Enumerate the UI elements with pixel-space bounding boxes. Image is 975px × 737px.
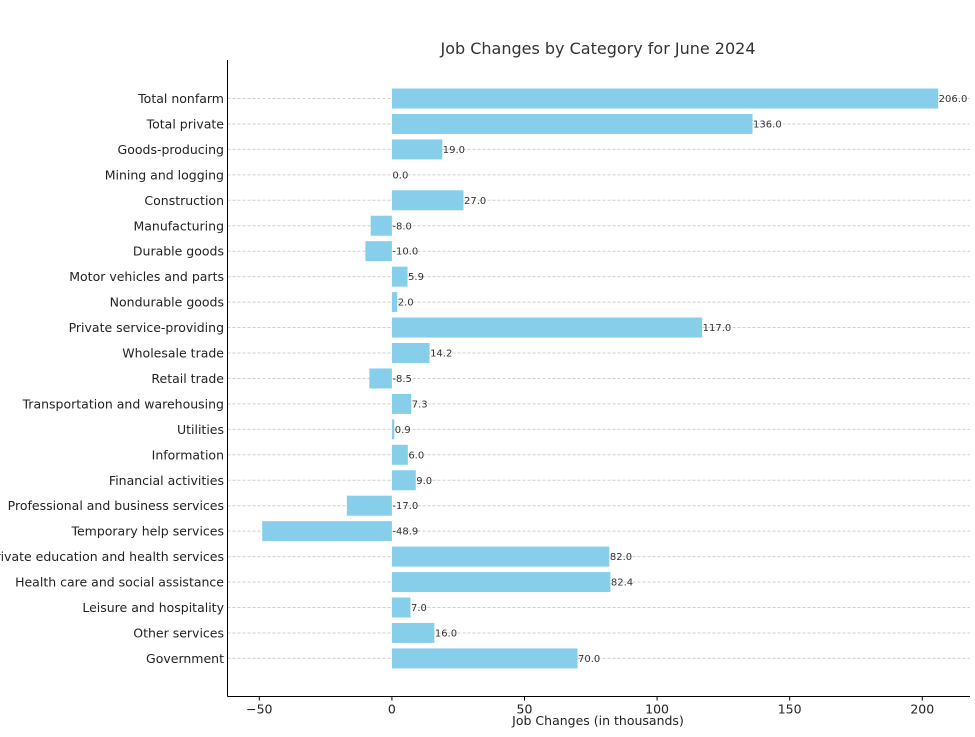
bar [391,292,398,313]
bar [391,470,416,491]
x-tick-label: 0 [388,702,396,717]
category-label: Total private [146,116,225,131]
bars [262,88,939,669]
x-axis-title: Job Changes (in thousands) [511,713,684,728]
category-labels: Total nonfarm Total private Goods-producin… [0,91,225,666]
value-label: 7.0 [411,603,427,614]
category-label: Construction [144,193,224,208]
value-label: 16.0 [435,628,457,639]
category-label: Utilities [177,422,224,437]
bar [391,572,611,593]
value-label: 9.0 [416,476,432,487]
value-label: -8.5 [392,374,412,385]
bar [391,622,435,643]
category-label: Financial activities [109,473,224,488]
value-label: 14.2 [430,349,452,360]
category-label: Durable goods [133,244,224,259]
x-tick-label: 50 [517,702,533,717]
bar [262,521,392,542]
value-label: 70.0 [578,654,600,665]
value-label: 206.0 [939,94,968,105]
value-label: 19.0 [443,145,465,156]
value-label: -48.9 [392,527,418,538]
category-label: Manufacturing [133,218,224,233]
category-label: Temporary help services [70,524,224,539]
x-axis-ticks: −50 0 50 100 150 200 [246,696,934,717]
bar [391,546,610,567]
bar [391,317,703,338]
value-label: 0.9 [395,425,411,436]
category-label: Motor vehicles and parts [69,269,224,284]
category-label: Retail trade [151,371,224,386]
category-label: Nondurable goods [110,295,224,310]
bar [391,88,939,109]
value-labels: 206.0 136.0 19.0 0.0 27.0 -8.0 -10.0 5.9 2.0 117.… [392,94,967,665]
category-label: Leisure and hospitality [82,600,224,615]
x-tick-label: 150 [778,702,802,717]
category-label: Other services [133,625,224,640]
category-label: Goods-producing [118,142,224,157]
value-label: 0.0 [392,170,408,181]
category-label: Total nonfarm [137,91,224,106]
x-tick-label: −50 [246,702,272,717]
category-label: Mining and logging [105,167,224,182]
value-label: 117.0 [703,323,732,334]
value-label: -10.0 [392,247,418,258]
category-label: Transportation and warehousing [22,396,225,411]
bar [391,139,443,160]
category-label: Information [152,447,224,462]
bar [346,495,392,516]
bar [369,368,392,389]
bar [391,597,411,618]
bar [391,113,753,134]
value-label: -8.0 [392,221,412,232]
bar [365,241,392,262]
x-tick-label: 100 [645,702,669,717]
category-label: Private education and health services [0,549,224,564]
category-label: Government [146,651,224,666]
chart-title: Job Changes by Category for June 2024 [439,39,755,58]
bar [391,393,412,414]
category-label: Professional and business services [8,498,224,513]
category-label: Private service-providing [69,320,224,335]
value-label: 6.0 [408,450,424,461]
bar [391,648,578,669]
bar [391,266,408,287]
value-label: 27.0 [464,196,486,207]
value-label: 136.0 [753,119,782,130]
category-label: Health care and social assistance [15,575,224,590]
value-label: 5.9 [408,272,424,283]
bar [370,215,392,236]
bar [391,190,464,211]
value-label: 82.0 [610,552,632,563]
bar [391,419,395,440]
value-label: -17.0 [392,501,418,512]
value-label: 2.0 [398,298,414,309]
bar [391,343,430,363]
value-label: 82.4 [611,578,633,589]
bar [391,444,408,465]
value-label: 7.3 [412,399,428,410]
x-tick-label: 200 [910,702,934,717]
category-label: Wholesale trade [122,346,224,361]
